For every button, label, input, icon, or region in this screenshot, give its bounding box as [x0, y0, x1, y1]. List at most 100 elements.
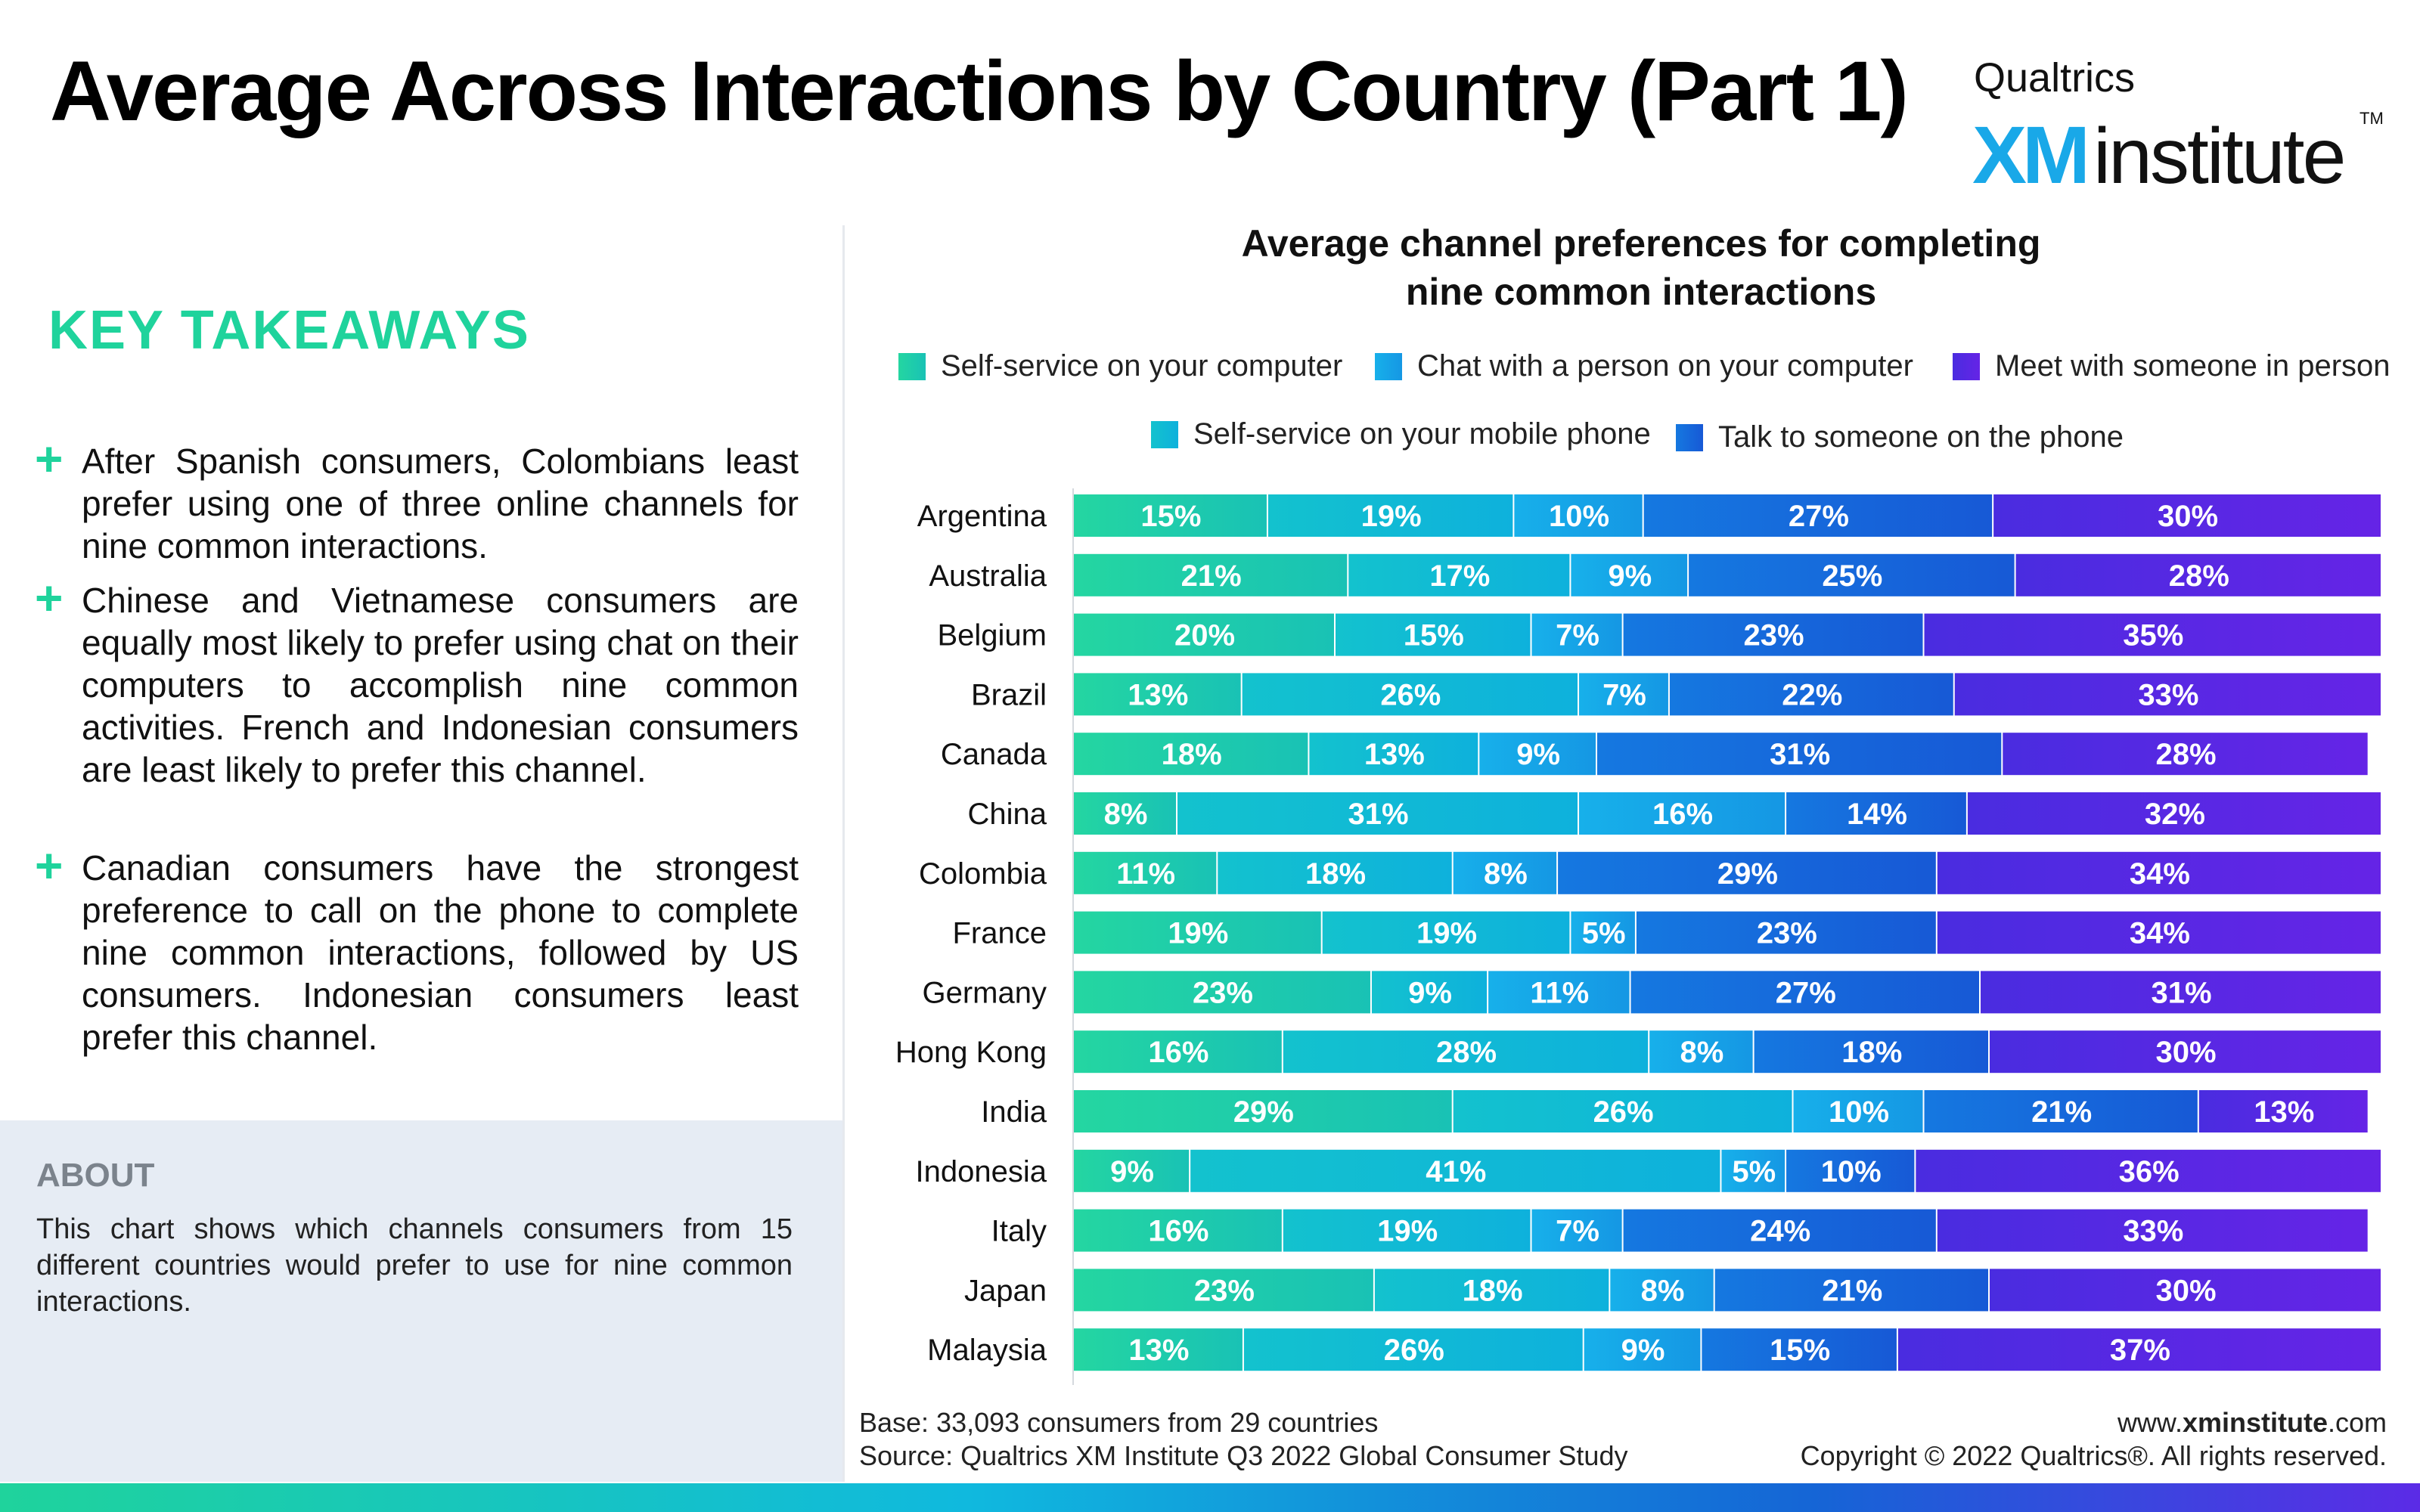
takeaway-item-3: + Canadian consumers have the strongest …: [35, 838, 799, 1058]
bar-segment: [1702, 1328, 1897, 1371]
data-label: 11%: [1116, 857, 1175, 891]
data-label: 19%: [1168, 917, 1228, 950]
data-label: 8%: [1641, 1274, 1685, 1307]
data-label: 7%: [1602, 678, 1646, 711]
data-label: 14%: [1847, 798, 1907, 831]
bar-segment: [1786, 792, 1966, 835]
data-label: 16%: [1652, 798, 1713, 831]
bar-segment: [1571, 553, 1688, 596]
data-label: 21%: [2031, 1095, 2092, 1129]
data-label: 15%: [1770, 1334, 1830, 1367]
category-label: Hong Kong: [895, 1036, 1047, 1069]
data-label: 27%: [1776, 976, 1836, 1009]
data-label: 23%: [1744, 619, 1804, 652]
data-label: 23%: [1194, 1274, 1255, 1307]
category-label: Argentina: [917, 500, 1047, 533]
data-label: 32%: [2145, 798, 2205, 831]
footer-source: Base: 33,093 consumers from 29 countries…: [859, 1406, 1627, 1473]
data-label: 19%: [1416, 917, 1477, 950]
bar-segment: [1689, 553, 2015, 596]
panel-divider: [842, 225, 845, 1482]
data-label: 16%: [1148, 1036, 1208, 1069]
data-label: 29%: [1233, 1095, 1294, 1129]
takeaway-item-1: + After Spanish consumers, Colombians le…: [35, 432, 799, 567]
bar-segment: [1514, 494, 1643, 537]
bar-segment: [2003, 733, 2368, 776]
category-label: Brazil: [971, 678, 1047, 711]
bar-segment: [1636, 911, 1936, 954]
bar-segment: [1610, 1269, 1714, 1312]
bar-segment: [1967, 792, 2381, 835]
bar-segment: [1990, 1269, 2381, 1312]
data-label: 7%: [1556, 619, 1599, 652]
data-label: 28%: [1436, 1036, 1497, 1069]
bar-segment: [1584, 1328, 1701, 1371]
bar-segment: [1074, 1328, 1243, 1371]
legend-label: Meet with someone in person: [1995, 349, 2391, 383]
base-note: Base: 33,093 consumers from 29 countries: [859, 1407, 1379, 1438]
takeaway-text: Chinese and Vietnamese consumers are equ…: [82, 581, 799, 789]
data-label: 22%: [1782, 678, 1842, 711]
data-label: 8%: [1680, 1036, 1723, 1069]
data-label: 21%: [1181, 559, 1242, 593]
bar-segment: [1074, 792, 1177, 835]
chart-title: Average channel preferences for completi…: [1074, 219, 2208, 316]
footer-copyright: www.xminstitute.com Copyright © 2022 Qua…: [1801, 1406, 2387, 1473]
data-label: 10%: [1821, 1155, 1882, 1188]
bar-segment: [1531, 613, 1622, 656]
data-label: 20%: [1174, 619, 1235, 652]
legend-swatch: [1676, 424, 1703, 451]
data-label: 5%: [1582, 917, 1626, 950]
data-label: 31%: [1770, 738, 1830, 771]
data-label: 28%: [2169, 559, 2229, 593]
page-title: Average Across Interactions by Country (…: [50, 44, 1909, 138]
bar-segment: [1074, 553, 1348, 596]
bar-segment: [1283, 1030, 1649, 1074]
legend-label: Chat with a person on your computer: [1417, 349, 1913, 383]
bar-segment: [1074, 494, 1267, 537]
data-label: 13%: [1364, 738, 1425, 771]
data-label: 34%: [2130, 917, 2190, 950]
data-label: 34%: [2130, 857, 2190, 891]
category-label: Italy: [991, 1215, 1047, 1248]
bar-segment: [1243, 1328, 1583, 1371]
data-label: 16%: [1148, 1215, 1208, 1248]
data-label: 17%: [1429, 559, 1490, 593]
category-label: France: [953, 917, 1047, 950]
bar-segment: [1074, 733, 1308, 776]
about-panel: ABOUT This chart shows which channels co…: [0, 1120, 842, 1482]
qualtrics-xm-institute-logo: Qualtrics XM institute TM: [1966, 54, 2390, 200]
bar-segment: [1371, 971, 1488, 1014]
category-label: Indonesia: [916, 1155, 1047, 1188]
category-label: Canada: [941, 738, 1047, 771]
logo-xm-text: XM: [1972, 109, 2090, 200]
about-text: This chart shows which channels consumer…: [36, 1213, 793, 1318]
bar-segment: [1649, 1030, 1753, 1074]
bar-segment: [1579, 792, 1786, 835]
legend-swatch: [1953, 353, 1980, 380]
data-label: 41%: [1426, 1155, 1486, 1188]
data-label: 30%: [2155, 1036, 2216, 1069]
bar-segment: [1558, 851, 1936, 894]
bar-segment: [1924, 1090, 2198, 1132]
bar-segment: [1897, 1328, 2381, 1371]
data-label: 31%: [1348, 798, 1408, 831]
bar-segment: [2198, 1090, 2368, 1132]
data-label: 25%: [1822, 559, 1882, 593]
data-label: 18%: [1162, 738, 1222, 771]
bar-segment: [1074, 911, 1321, 954]
data-label: 9%: [1516, 738, 1560, 771]
bar-segment: [1597, 733, 2002, 776]
bar-segment: [1623, 613, 1923, 656]
bar-segment: [1623, 1209, 1936, 1252]
bar-segment: [1643, 494, 1993, 537]
data-label: 13%: [2254, 1095, 2314, 1129]
legend-label: Self-service on your mobile phone: [1193, 417, 1651, 451]
data-label: 26%: [1593, 1095, 1654, 1129]
data-label: 18%: [1305, 857, 1366, 891]
data-label: 21%: [1822, 1274, 1882, 1307]
bar-segment: [1348, 553, 1570, 596]
logo-trademark: TM: [2360, 109, 2384, 128]
website-link[interactable]: www.xminstitute.com: [2117, 1407, 2387, 1438]
